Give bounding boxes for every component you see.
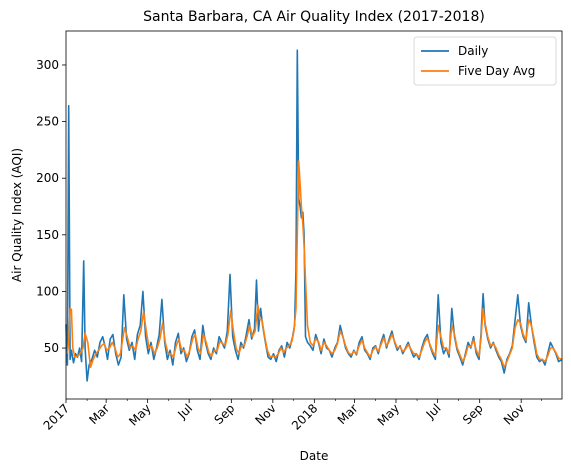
y-tick-label: 250: [36, 115, 59, 129]
y-tick-label: 300: [36, 58, 59, 72]
x-axis: 2017 Mar May Jul Sep Nov 2018 Mar May Jul Sep Nov: [41, 399, 542, 433]
legend-box: [413, 36, 557, 86]
x-tick-label: 2017: [41, 401, 72, 432]
y-axis: 50 100 150 200 250 300: [36, 58, 66, 355]
x-tick-label: Jul: [423, 401, 444, 422]
chart-title: Santa Barbara, CA Air Quality Index (201…: [143, 9, 485, 25]
legend-label-daily: Daily: [458, 44, 488, 58]
y-tick-label: 50: [44, 341, 59, 355]
x-axis-label: Date: [300, 449, 329, 463]
x-tick-label: 2018: [289, 401, 320, 432]
x-tick-label: Sep: [212, 401, 238, 427]
y-tick-label: 100: [36, 284, 59, 298]
y-axis-label: Air Quality Index (AQI): [10, 148, 24, 282]
legend: Daily Five Day Avg: [413, 36, 557, 86]
five-day-avg-series-line: [66, 160, 563, 369]
legend-label-five-day-avg: Five Day Avg: [458, 64, 535, 78]
x-tick-label: Mar: [335, 401, 361, 427]
x-tick-label: May: [126, 401, 153, 428]
x-tick-label: May: [375, 401, 402, 428]
x-tick-label: Jul: [174, 401, 195, 422]
x-tick-label: Mar: [86, 401, 112, 427]
x-tick-label: Sep: [460, 401, 486, 427]
y-tick-label: 150: [36, 228, 59, 242]
x-tick-label: Nov: [501, 401, 527, 427]
y-tick-label: 200: [36, 171, 59, 185]
plot-area: [65, 49, 563, 382]
x-tick-label: Nov: [252, 401, 278, 427]
